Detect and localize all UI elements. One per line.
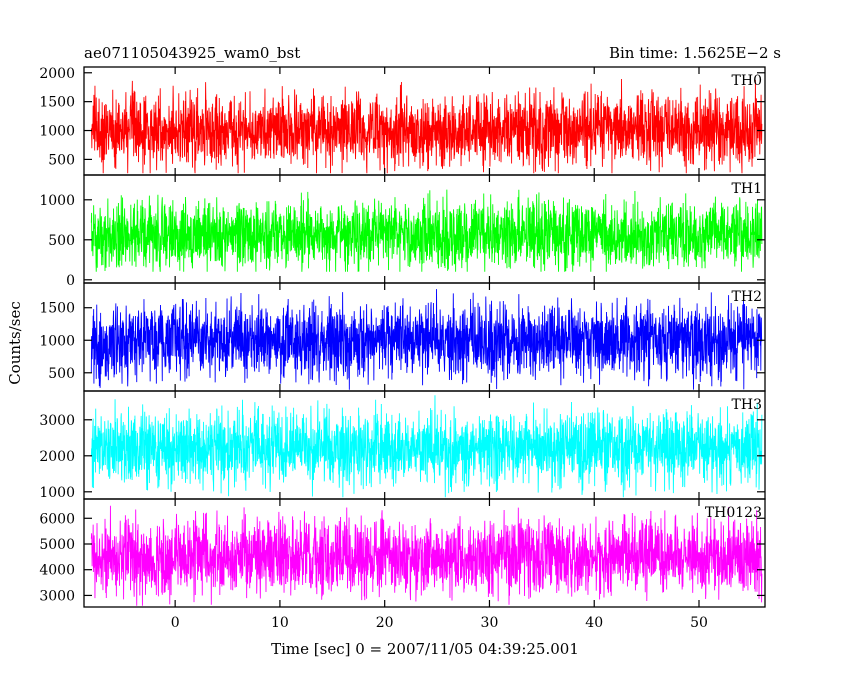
panel-th2: 500 1000 1500 TH2 [39,282,766,392]
y-axis-label: Counts/sec [6,301,24,385]
series-line-th0123 [90,505,763,606]
y-tick-label: 1000 [39,124,75,140]
series-label-th2: TH2 [732,289,762,305]
y-tick-label: 500 [48,233,75,249]
series-label-th0123: TH0123 [705,505,762,521]
chart-title-left: ae071105043925_wam0_bst [84,44,300,62]
series-line-th3 [90,395,763,498]
y-tick-label: 0 [66,273,75,289]
y-tick-label: 5000 [39,537,75,553]
y-tick-label: 1000 [39,485,75,501]
x-tick-label: 30 [481,615,499,631]
series-label-th1: TH1 [732,181,762,197]
y-tick-label: 2000 [39,66,75,82]
x-tick-label: 0 [171,615,180,631]
y-tick-label: 4000 [39,563,75,579]
y-tick-label: 500 [48,152,75,168]
series-line-th0 [90,79,763,174]
y-tick-label: 6000 [39,511,75,527]
y-tick-label: 1000 [39,193,75,209]
panel-th0123: 3000 4000 5000 6000 TH0123 [39,498,766,608]
panel-th3: 1000 2000 3000 TH3 [39,390,766,501]
x-tick-label: 50 [690,615,708,631]
y-tick-label: 1500 [39,301,75,317]
chart-title-right: Bin time: 1.5625E−2 s [609,44,781,62]
y-tick-label: 1000 [39,333,75,349]
y-tick-label: 2000 [39,449,75,465]
panel-frame [83,498,766,608]
y-tick-label: 3000 [39,413,75,429]
y-tick-label: 500 [48,366,75,382]
panel-th0: 500 1000 1500 2000 TH0 [39,66,766,176]
series-line-th2 [90,289,763,390]
x-axis-label: Time [sec] 0 = 2007/11/05 04:39:25.001 [271,640,579,658]
x-tick-label: 40 [585,615,603,631]
series-label-th3: TH3 [732,397,762,413]
x-tick-label: 10 [271,615,289,631]
y-tick-label: 3000 [39,588,75,604]
series-line-th1 [90,189,763,272]
series-label-th0: TH0 [732,73,762,89]
panels-group: 500 1000 1500 2000 TH0 0 500 1000 TH1 500 1000 1500… [39,66,766,608]
panel-th1: 0 500 1000 TH1 [39,174,766,289]
y-tick-label: 1500 [39,95,75,111]
x-axis: 0 10 20 30 40 50 [171,615,708,631]
x-tick-label: 20 [376,615,394,631]
